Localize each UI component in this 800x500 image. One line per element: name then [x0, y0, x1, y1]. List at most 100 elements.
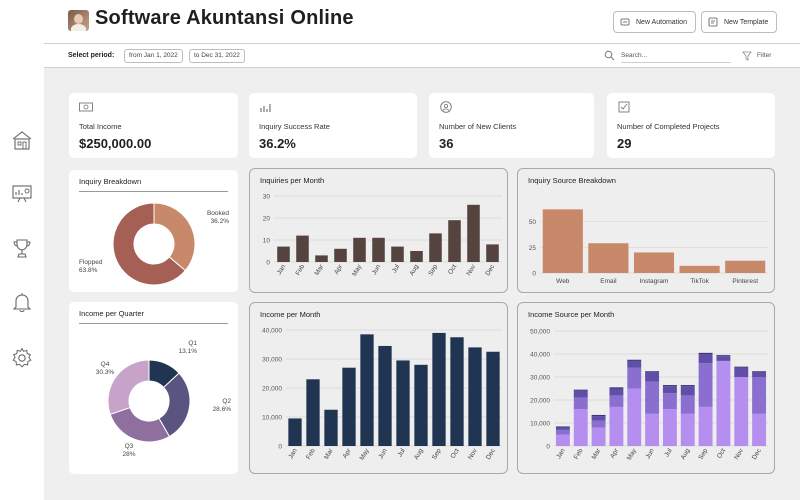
bar-segment [752, 377, 767, 414]
person-icon [440, 101, 452, 113]
chart-title: Inquiry Source Breakdown [528, 176, 616, 185]
period-label: Select period: [68, 52, 115, 59]
filter-icon[interactable] [742, 51, 752, 61]
bar-segment [698, 406, 713, 446]
bar-segment [698, 363, 713, 407]
bar [486, 351, 500, 446]
chart-title: Inquiries per Month [260, 176, 325, 185]
y-tick-label: 0 [278, 444, 282, 451]
bar-segment [680, 385, 695, 387]
sidebar-item-home[interactable] [10, 128, 34, 152]
y-tick-label: 50,000 [530, 329, 550, 336]
bar-segment [609, 406, 624, 446]
bar-segment [662, 386, 677, 394]
bar-segment [609, 387, 624, 389]
bar-segment [645, 372, 660, 382]
x-tick-label: Mar [314, 263, 326, 277]
bar-segment [591, 427, 606, 446]
bar-segment [698, 352, 713, 354]
donut-slice [107, 359, 150, 416]
x-tick-label: Nov [467, 447, 479, 461]
y-tick-label: 30,000 [262, 357, 282, 364]
avatar[interactable] [68, 10, 89, 31]
x-tick-label: TikTok [690, 278, 709, 285]
template-icon [708, 17, 718, 27]
donut-slice [153, 202, 196, 272]
kpi-label: Total Income [79, 122, 122, 131]
sidebar-item-notifications[interactable] [10, 290, 34, 314]
x-tick-label: Jan [555, 447, 566, 460]
checkbox-icon [618, 101, 630, 113]
y-tick-label: 10,000 [262, 415, 282, 422]
x-tick-label: Mar [591, 447, 603, 461]
sidebar-item-presentation[interactable] [10, 181, 34, 205]
trophy-icon [13, 239, 31, 258]
search-icon[interactable] [604, 50, 615, 61]
income-source-per-month-card: Income Source per Month 0 10,000 20,000 30,… [517, 302, 775, 474]
bar-segment [555, 429, 570, 435]
bar-segment [555, 434, 570, 446]
x-tick-label: Instagram [640, 278, 669, 285]
x-tick-label: Web [556, 278, 570, 285]
bar-segment [680, 395, 695, 414]
inquiries-per-month-card: Inquiries per Month 0 10 20 30 Jan Feb Mar Apr M… [249, 168, 508, 293]
bar-segment [752, 371, 767, 373]
chart-title: Income per Quarter [79, 309, 145, 318]
slice-value-label: 63.8% [79, 267, 98, 274]
bar-segment [573, 389, 588, 391]
kpi-label: Inquiry Success Rate [259, 122, 330, 131]
automation-icon [620, 18, 630, 26]
bar-segment [662, 393, 677, 410]
new-automation-label: New Automation [636, 18, 687, 26]
kpi-label: Number of Completed Projects [617, 122, 720, 131]
bell-icon [12, 293, 32, 312]
bar-segment [662, 385, 677, 387]
slice-value-label: 13.1% [179, 348, 198, 355]
x-tick-label: Feb [305, 447, 317, 461]
slice-label: Q2 [222, 398, 231, 405]
income-per-quarter-card: Income per Quarter Q1 13.1% Q2 28.6% Q3 28% Q4… [69, 302, 238, 474]
inquiry-breakdown-card: Inquiry Breakdown Booked 36.2% Flopped 63.8… [69, 170, 238, 292]
bar [391, 246, 404, 262]
x-tick-label: Nov [733, 447, 745, 461]
bar-segment [716, 355, 731, 357]
dashboard-main: Total Income $250,000.00 Inquiry Success… [44, 68, 800, 500]
bar-segment [645, 413, 660, 446]
kpi-card-new-clients: Number of New Clients 36 [429, 93, 594, 158]
sidebar-item-trophy[interactable] [10, 236, 34, 260]
bar-segment [716, 356, 731, 361]
money-icon [79, 102, 93, 112]
y-tick-label: 20 [263, 216, 271, 223]
x-tick-label: Jun [645, 447, 656, 460]
slice-value-label: 30.3% [96, 369, 115, 376]
period-to-input[interactable]: to Dec 31, 2022 [189, 49, 245, 63]
x-tick-label: Apr [333, 263, 345, 276]
bar-segment [734, 367, 749, 377]
y-tick-label: 20,000 [530, 398, 550, 405]
x-tick-label: Oct [716, 447, 727, 459]
bar [468, 347, 482, 446]
sidebar-item-settings[interactable] [10, 346, 34, 370]
home-icon [12, 131, 32, 150]
inquiry-source-breakdown-chart: 0 25 50 Web Email Instagram TikTok Pinterest [529, 209, 768, 285]
search-input[interactable]: Search... [621, 52, 648, 59]
x-tick-label: Oct [450, 447, 461, 459]
filter-button[interactable]: Filter [757, 52, 772, 59]
inquiries-per-month-chart: 0 10 20 30 Jan Feb Mar Apr May Jun Jul Aug Sep Oct Nov… [263, 194, 502, 278]
page-title: Software Akuntansi Online [95, 7, 354, 29]
presentation-icon [12, 185, 32, 203]
x-tick-label: Jan [276, 263, 287, 276]
bar [315, 255, 328, 262]
x-tick-label: Sep [427, 263, 439, 277]
bar [324, 409, 338, 446]
new-automation-button[interactable]: New Automation [613, 11, 696, 33]
bar [450, 337, 464, 446]
new-template-button[interactable]: New Template [701, 11, 778, 33]
period-from-input[interactable]: from Jan 1, 2022 [124, 49, 183, 63]
x-tick-label: Apr [609, 447, 621, 460]
bar [542, 209, 583, 273]
bar [467, 204, 480, 262]
x-tick-label: Jul [391, 263, 401, 274]
